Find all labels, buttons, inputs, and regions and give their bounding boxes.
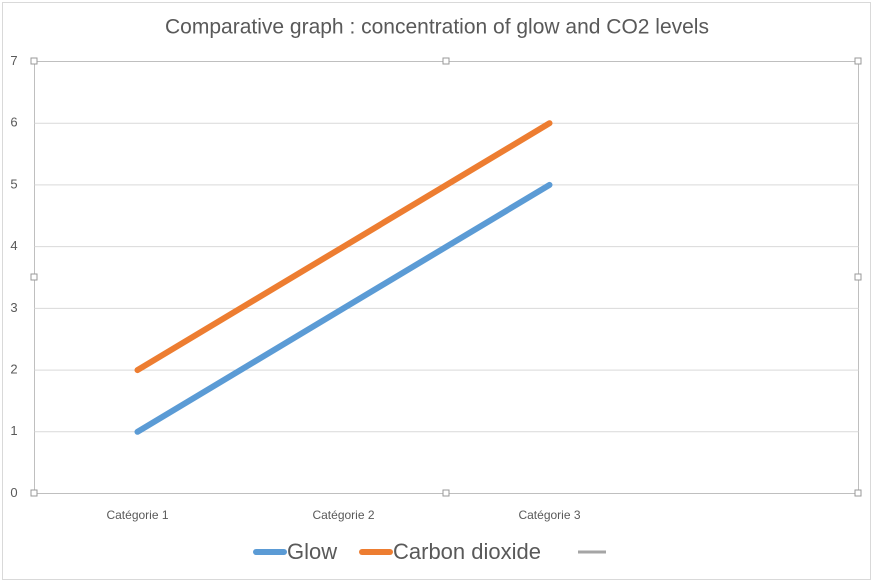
y-tick-label: 1 <box>10 423 17 438</box>
x-tick-label: Catégorie 1 <box>106 508 168 522</box>
series-line <box>134 181 553 435</box>
y-tick-label: 0 <box>10 485 17 500</box>
x-tick-label: Catégorie 3 <box>518 508 580 522</box>
chart-title: Comparative graph : concentration of glo… <box>165 16 709 39</box>
y-tick-label: 4 <box>10 238 17 253</box>
series-line <box>134 120 553 374</box>
selection-handles <box>30 57 862 497</box>
y-tick-label: 5 <box>10 176 17 191</box>
legend-label: Glow <box>287 539 337 564</box>
y-tick-label: 6 <box>10 115 17 130</box>
y-tick-label: 3 <box>10 300 17 315</box>
legend-label: Carbon dioxide <box>393 539 541 564</box>
y-tick-label: 2 <box>10 362 17 377</box>
x-tick-label: Catégorie 2 <box>312 508 374 522</box>
series-lines <box>134 120 553 435</box>
y-tick-label: 7 <box>10 53 17 68</box>
